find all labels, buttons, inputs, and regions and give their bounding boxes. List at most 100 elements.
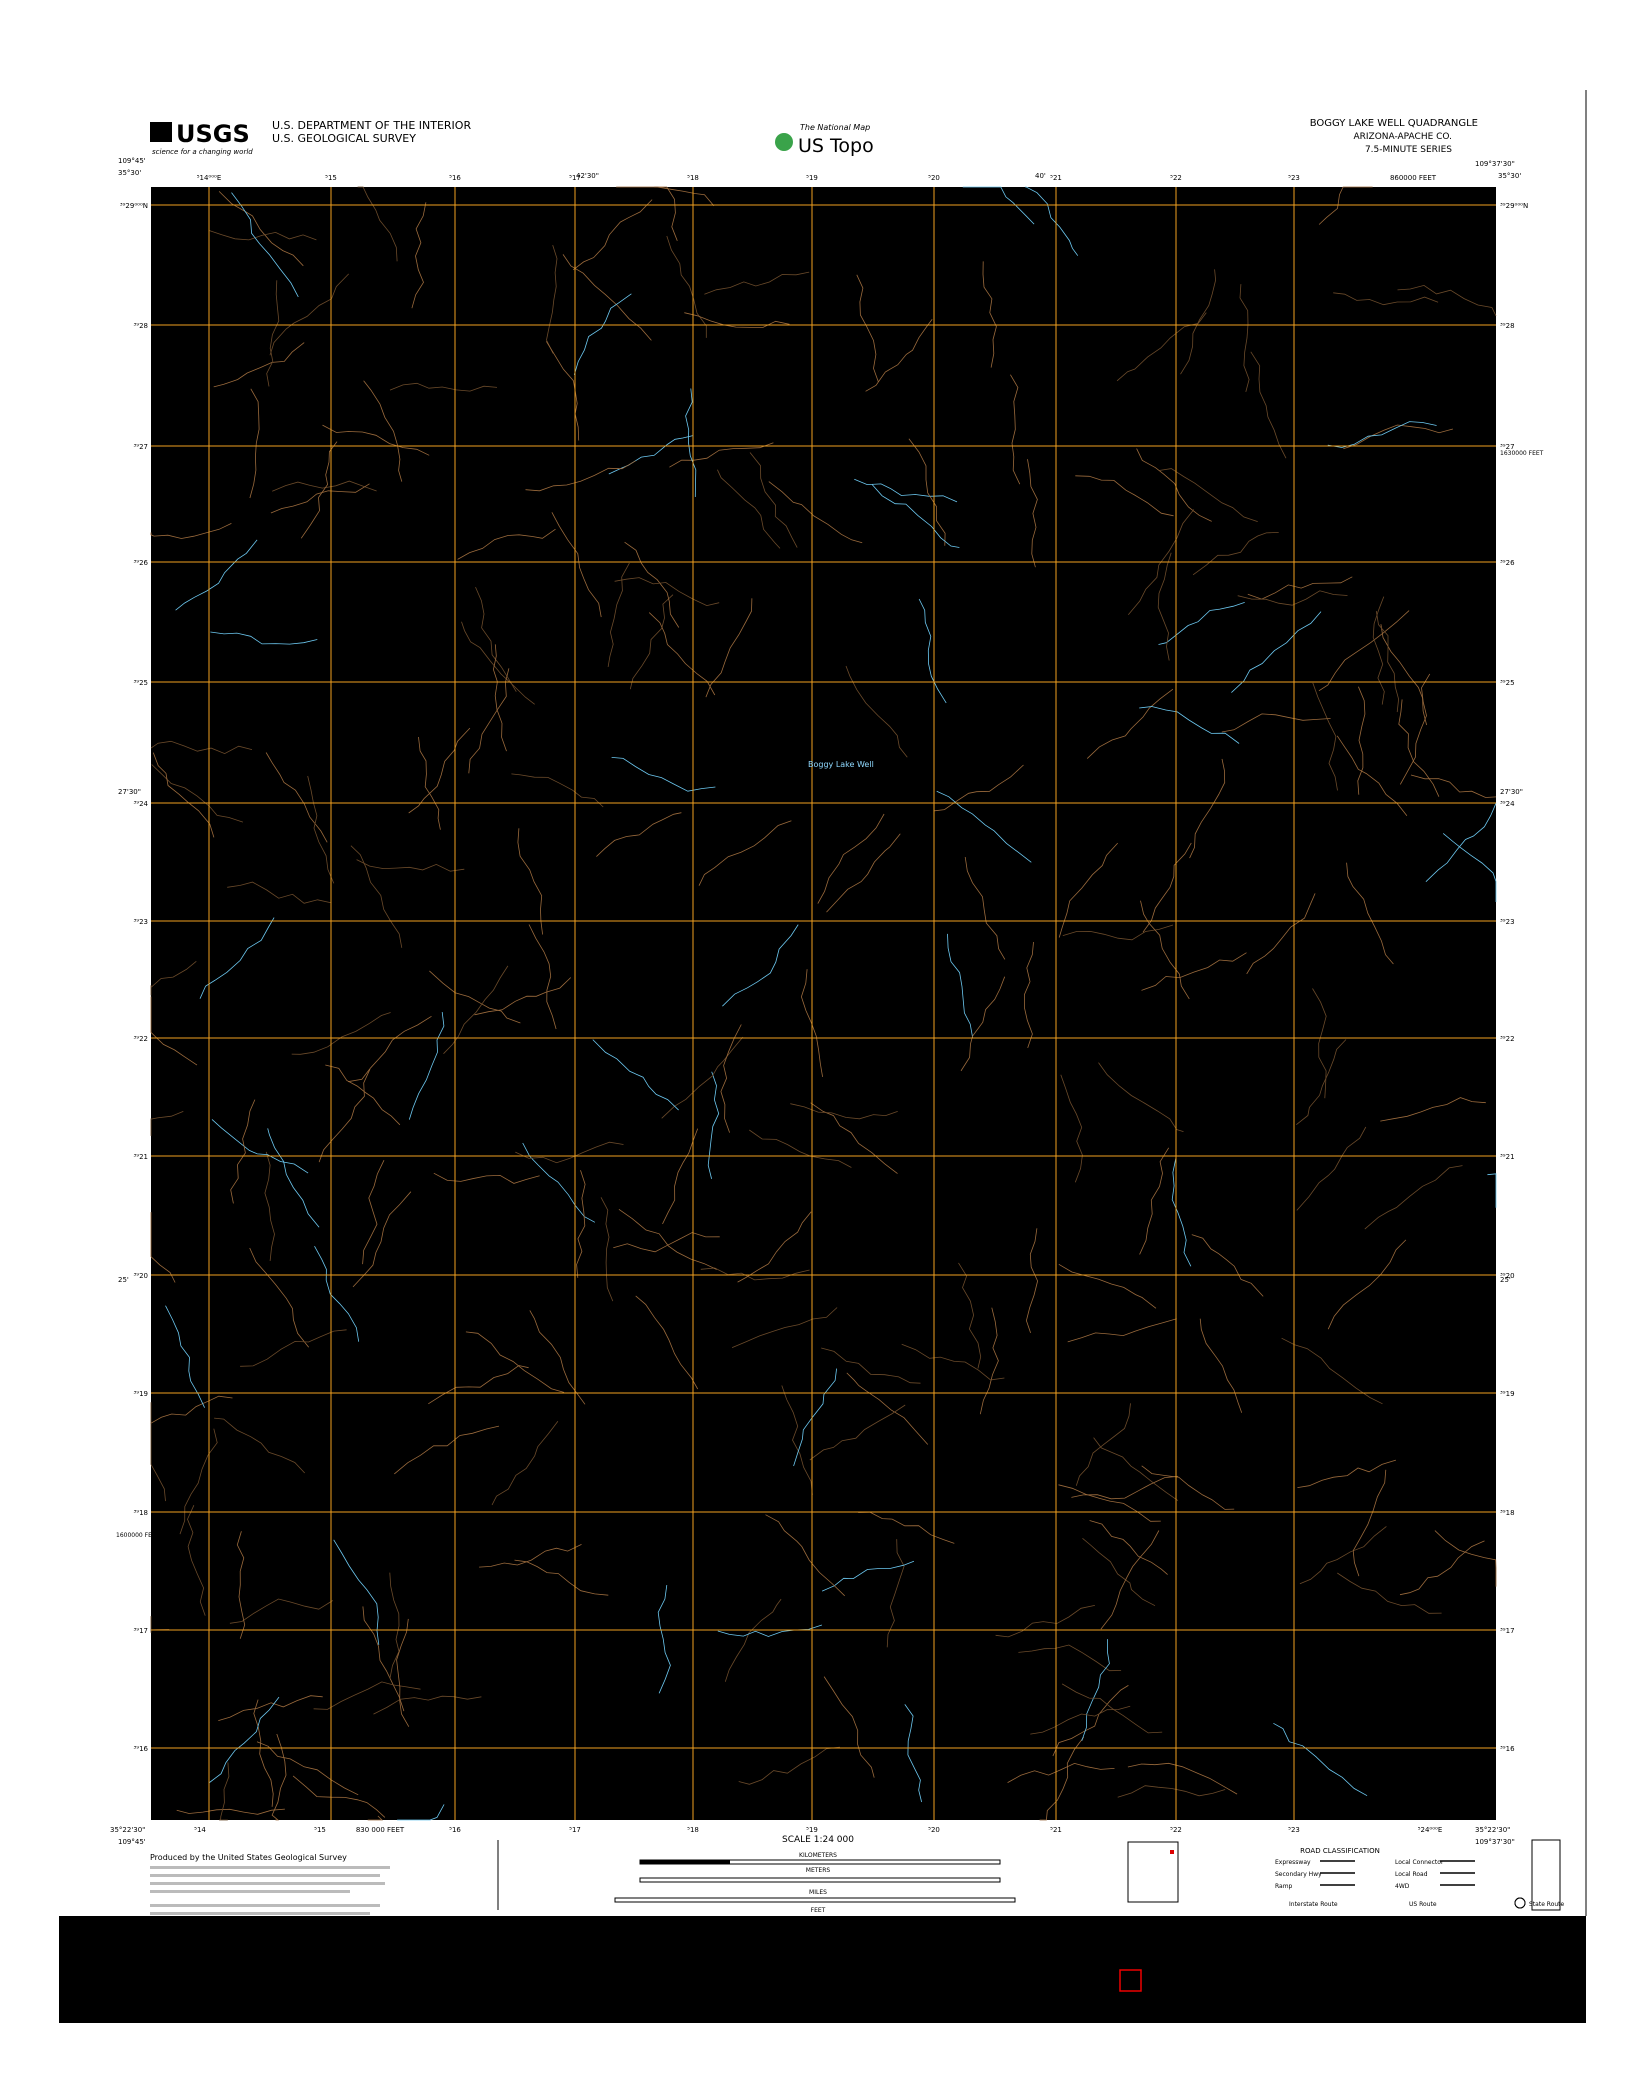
contour bbox=[461, 621, 535, 705]
credit: Produced by the United States Geological… bbox=[150, 1853, 347, 1862]
contour bbox=[1060, 1074, 1083, 1183]
contour bbox=[1239, 284, 1250, 393]
contour bbox=[443, 965, 509, 1054]
contour bbox=[408, 1012, 445, 1120]
scale-bar bbox=[639, 1877, 1001, 1883]
minute-label: 27'30" bbox=[1500, 788, 1523, 796]
contour bbox=[624, 541, 680, 628]
contour bbox=[1397, 284, 1497, 317]
contour bbox=[1127, 509, 1195, 616]
top-label: ⁵22 bbox=[1170, 174, 1182, 182]
agency: U.S. DEPARTMENT OF THE INTERIOR bbox=[272, 119, 471, 132]
contour bbox=[1189, 758, 1226, 859]
contour bbox=[528, 924, 557, 1030]
contour bbox=[1100, 1530, 1160, 1630]
right-label: ³⁹29⁰⁰⁰N bbox=[1500, 202, 1528, 210]
contour bbox=[1318, 186, 1373, 225]
contour bbox=[1247, 576, 1353, 600]
bottom-label: ⁵22 bbox=[1170, 1826, 1182, 1834]
contour bbox=[1273, 1722, 1368, 1797]
contour bbox=[474, 977, 572, 1016]
road-label: US Route bbox=[1409, 1901, 1437, 1908]
contour bbox=[270, 483, 370, 514]
contour bbox=[240, 1329, 347, 1367]
bottom-label: ⁵14 bbox=[194, 1826, 206, 1834]
contour bbox=[1336, 735, 1408, 817]
contour bbox=[1398, 699, 1440, 797]
place-label: Boggy Lake Well bbox=[808, 760, 874, 769]
contour bbox=[1098, 1062, 1184, 1132]
contour bbox=[525, 460, 636, 492]
contour bbox=[607, 562, 630, 667]
contour bbox=[1346, 862, 1394, 965]
contour bbox=[1025, 186, 1079, 256]
contour bbox=[669, 442, 774, 468]
contour bbox=[705, 598, 753, 698]
contour bbox=[1352, 1469, 1387, 1577]
contour bbox=[352, 1191, 412, 1288]
contour bbox=[265, 752, 328, 843]
contour bbox=[1018, 1644, 1122, 1672]
contour bbox=[1061, 1683, 1163, 1734]
contour bbox=[150, 1212, 176, 1283]
contour bbox=[1142, 842, 1192, 933]
contour bbox=[934, 764, 1024, 812]
top-label: 860000 FEET bbox=[1390, 174, 1437, 182]
contour bbox=[1231, 611, 1322, 693]
contour bbox=[1312, 988, 1327, 1099]
contour bbox=[1337, 1572, 1442, 1614]
contour bbox=[397, 1804, 445, 1821]
bottom-label: ⁵18 bbox=[687, 1826, 699, 1834]
minute-label: 42'30" bbox=[576, 172, 599, 180]
map-frame bbox=[151, 187, 1496, 1820]
contour bbox=[611, 757, 716, 792]
contour bbox=[685, 388, 697, 498]
national-map: The National Map bbox=[800, 123, 870, 132]
contour bbox=[515, 1141, 624, 1164]
left-label: ³⁹24 bbox=[133, 800, 148, 808]
contour bbox=[1318, 610, 1410, 692]
contour bbox=[318, 1068, 371, 1163]
contour bbox=[1180, 269, 1217, 375]
contour bbox=[614, 577, 720, 607]
road-label: Expressway bbox=[1275, 1859, 1311, 1866]
feet-label: 1630000 FEET bbox=[1500, 450, 1544, 457]
contour bbox=[979, 1307, 999, 1415]
contour bbox=[856, 274, 879, 383]
contour bbox=[704, 271, 810, 295]
contour bbox=[218, 1695, 323, 1721]
contour bbox=[845, 665, 908, 758]
contour bbox=[1039, 1736, 1085, 1821]
corner: 109°45' bbox=[118, 157, 146, 165]
contour bbox=[698, 820, 792, 886]
contour bbox=[546, 244, 558, 354]
contour bbox=[475, 586, 517, 692]
contour bbox=[479, 1544, 582, 1568]
road-label: Ramp bbox=[1275, 1883, 1293, 1890]
contour bbox=[363, 380, 403, 482]
bottom-label: ⁵15 bbox=[314, 1826, 326, 1834]
contour bbox=[1052, 1685, 1129, 1757]
contour bbox=[1237, 590, 1348, 606]
contour bbox=[1139, 1147, 1170, 1255]
left-label: ³⁹27 bbox=[133, 443, 148, 451]
contour bbox=[684, 312, 790, 328]
contour bbox=[1191, 1234, 1264, 1297]
right-label: ³⁹26 bbox=[1500, 559, 1515, 567]
contour bbox=[809, 1404, 906, 1461]
top-label: ⁵14⁰⁰⁰E bbox=[197, 174, 222, 182]
contour bbox=[1375, 610, 1400, 713]
scale-unit: METERS bbox=[806, 1867, 831, 1874]
contour bbox=[1312, 682, 1338, 791]
contour bbox=[271, 1733, 287, 1821]
left-label: ³⁹17 bbox=[133, 1627, 148, 1635]
contour bbox=[1140, 900, 1190, 1000]
contour bbox=[982, 261, 997, 368]
contour bbox=[517, 828, 543, 935]
contour bbox=[573, 293, 632, 376]
left-label: ³⁹20 bbox=[133, 1272, 148, 1280]
left-label: ³⁹28 bbox=[133, 322, 148, 330]
contour bbox=[1281, 1337, 1383, 1405]
contour bbox=[300, 441, 338, 539]
